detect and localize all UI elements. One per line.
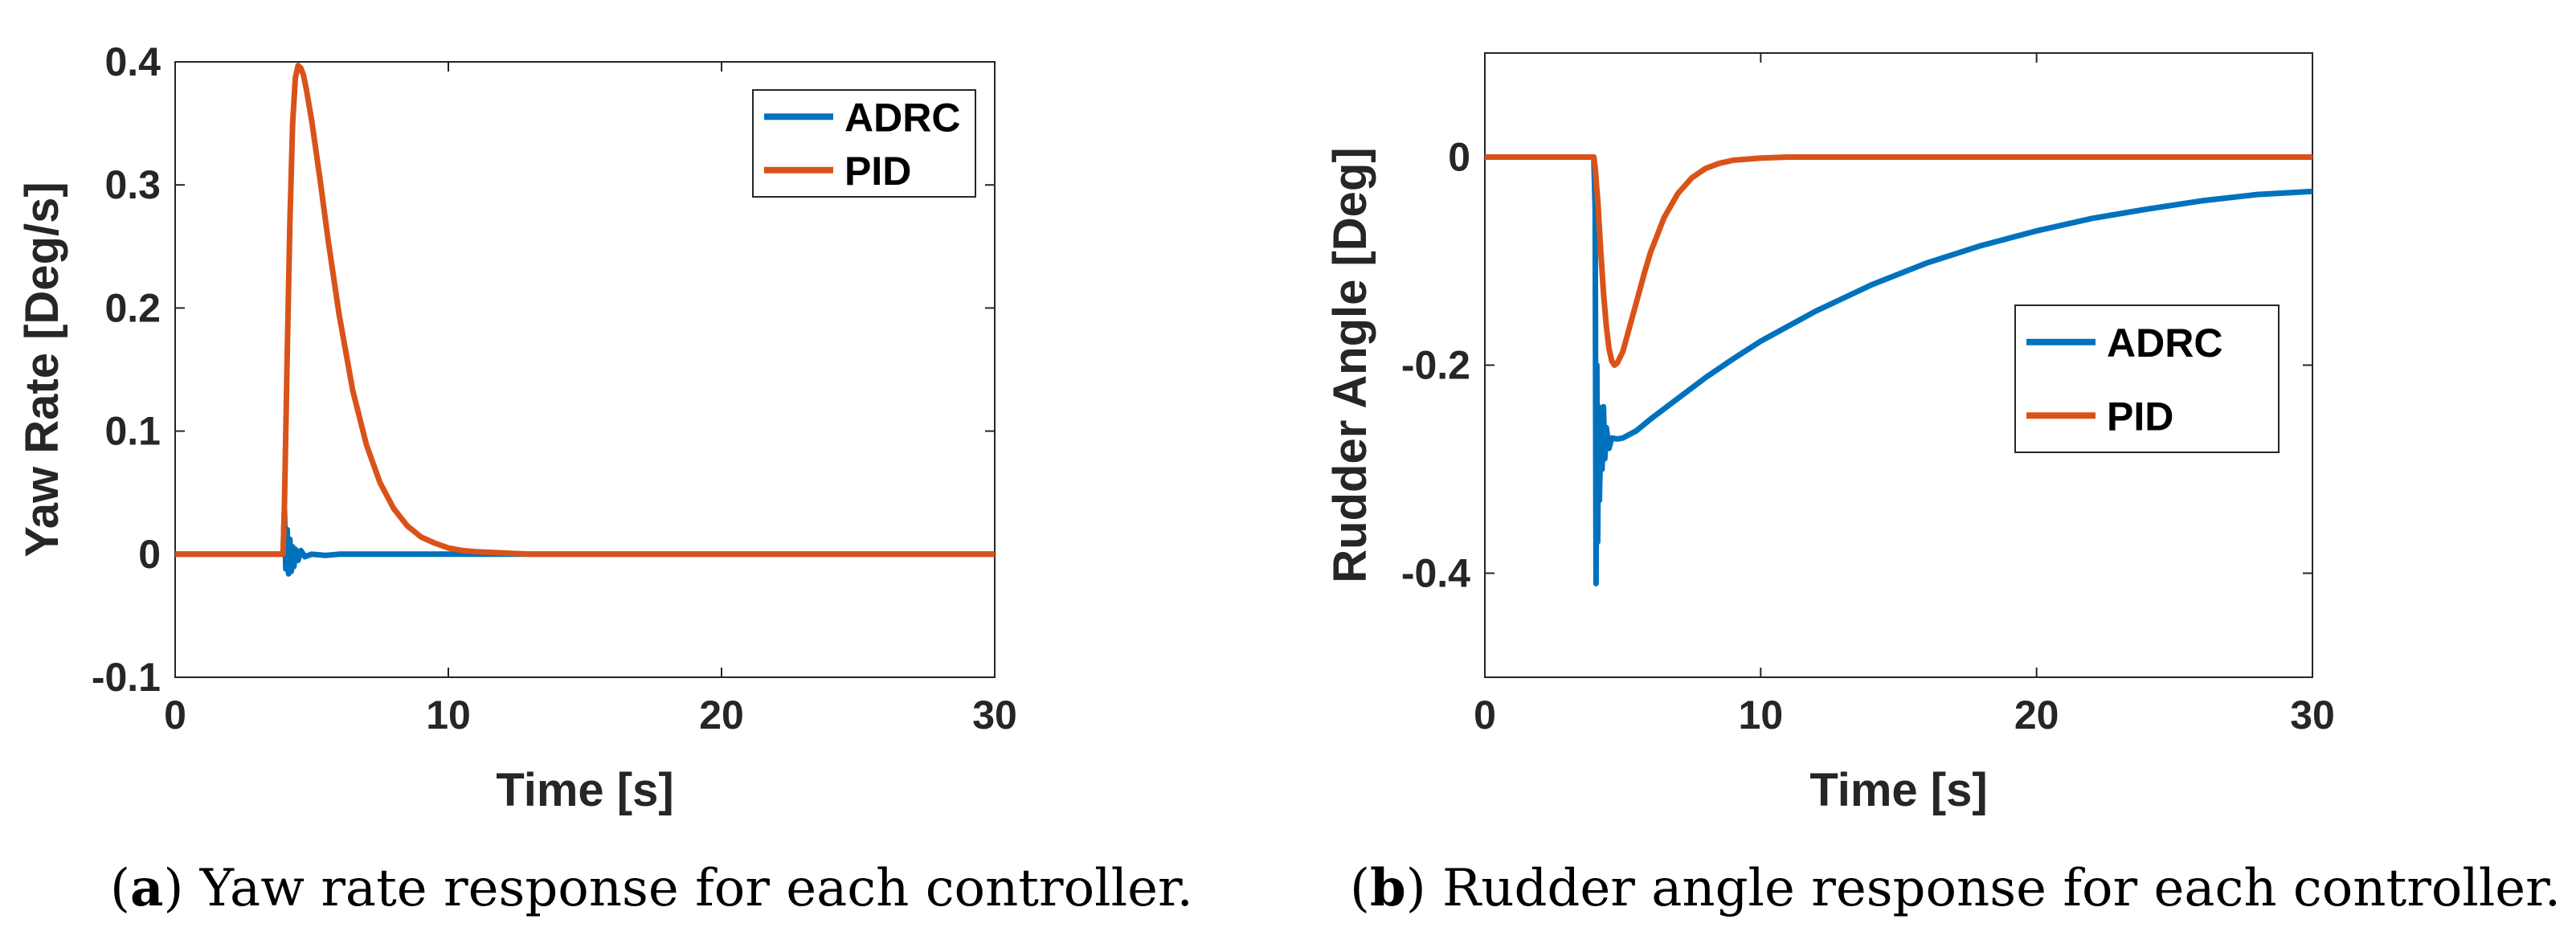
- caption-a-text: Yaw rate response for each controller.: [199, 859, 1193, 918]
- caption-b-label: b: [1369, 858, 1406, 918]
- chart-b-ytick-label: -0.4: [1401, 551, 1470, 596]
- chart-a-ytick-label: -0.1: [92, 655, 161, 700]
- chart-b-xlabel: Time [s]: [1809, 764, 1987, 816]
- chart-a-legend-label-adrc: ADRC: [844, 95, 960, 140]
- chart-a-ytick-label: 0.2: [104, 285, 161, 330]
- caption-b-text: Rudder angle response for each controlle…: [1442, 859, 2562, 918]
- chart-b-series-adrc-line: [1485, 154, 2312, 586]
- chart-a-xlabel: Time [s]: [496, 764, 673, 816]
- chart-b-legend: ADRC PID: [2014, 304, 2280, 453]
- chart-a-series-adrc-line: [175, 507, 995, 577]
- chart-b-xtick-label: 30: [2290, 693, 2335, 738]
- chart-a-ytick-label: 0: [138, 532, 161, 577]
- chart-a-xtick-label: 20: [699, 693, 744, 738]
- chart-a-xtick-label: 0: [164, 693, 186, 738]
- chart-b-ytick-label: -0.2: [1401, 343, 1470, 388]
- chart-b-xtick-label: 10: [1739, 693, 1784, 738]
- chart-b-ylabel: Rudder Angle [Deg]: [1324, 147, 1376, 582]
- chart-b: 0 10 20 30 -0.4 -0.2 0 Time [s] Rudder Angle [De…: [1324, 52, 2335, 816]
- chart-b-legend-label-pid: PID: [2107, 394, 2173, 439]
- chart-a-ylabel: Yaw Rate [Deg/s]: [16, 182, 68, 557]
- chart-a-ytick-label: 0.3: [104, 162, 161, 207]
- chart-a-legend-label-pid: PID: [844, 149, 911, 194]
- chart-b-xtick-label: 0: [1474, 693, 1496, 738]
- caption-b: (b) Rudder angle response for each contr…: [1350, 858, 2562, 918]
- chart-a-legend: ADRC PID: [752, 89, 976, 198]
- chart-a-xtick-label: 30: [972, 693, 1017, 738]
- chart-b-ytick-label: 0: [1448, 135, 1470, 180]
- chart-a-xtick-label: 10: [426, 693, 471, 738]
- chart-a-legend-box: [752, 89, 976, 198]
- chart-b-legend-label-adrc: ADRC: [2107, 321, 2222, 366]
- chart-a-ytick-label: 0.1: [104, 409, 161, 454]
- caption-a: (a) Yaw rate response for each controlle…: [110, 858, 1193, 918]
- chart-b-series-pid-line: [1485, 154, 2312, 368]
- chart-a-ytick-label: 0.4: [104, 39, 161, 84]
- caption-a-label: a: [129, 858, 164, 918]
- chart-b-xtick-label: 20: [2014, 693, 2059, 738]
- chart-b-legend-box: [2014, 304, 2280, 453]
- chart-a-series-pid-line: [175, 63, 995, 558]
